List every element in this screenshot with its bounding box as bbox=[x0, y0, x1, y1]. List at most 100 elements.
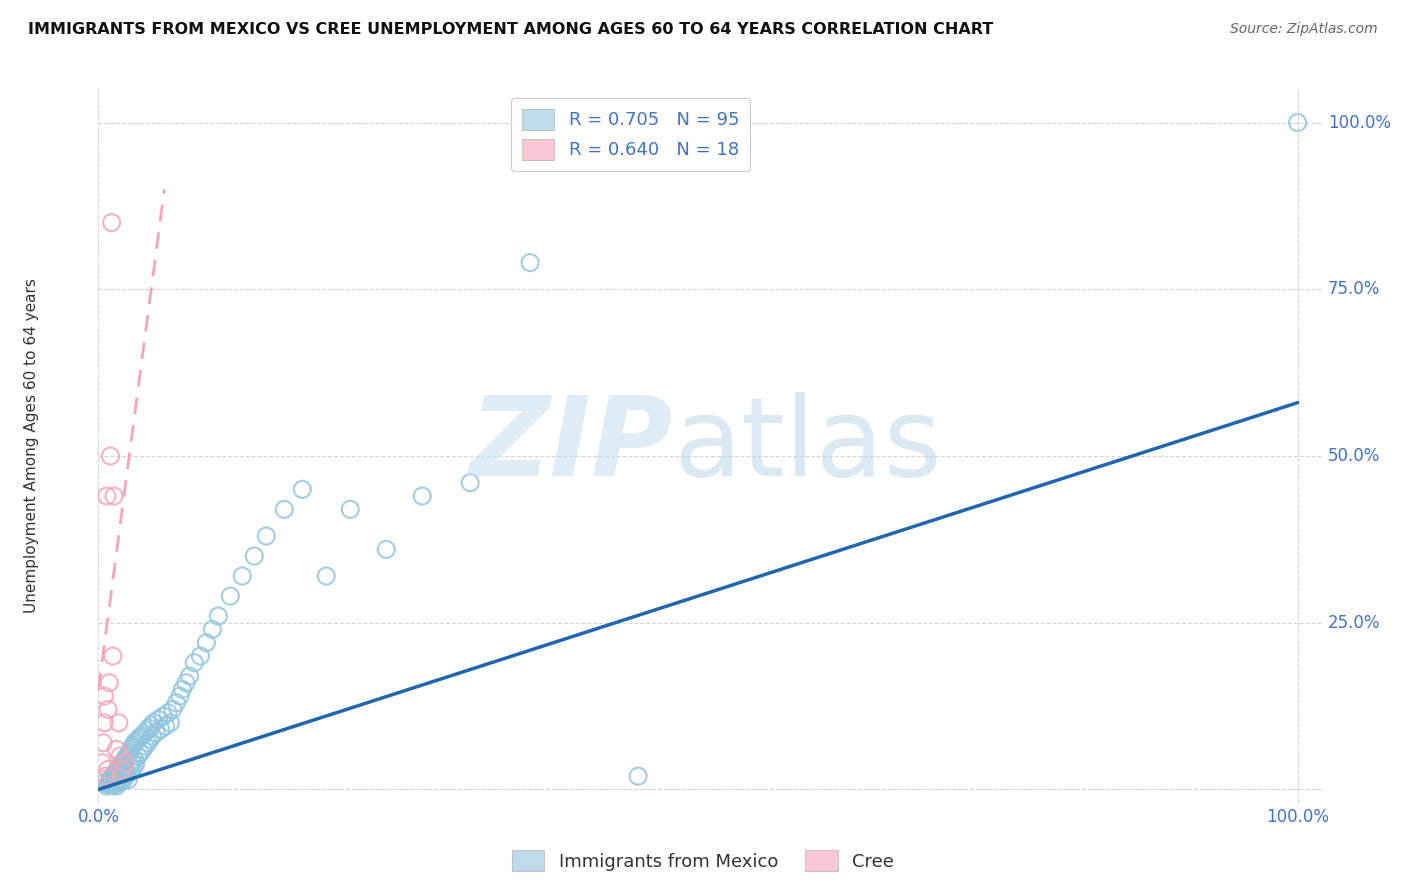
Point bbox=[100, 216, 122, 230]
Point bbox=[254, 529, 277, 543]
Point bbox=[115, 763, 138, 777]
Point bbox=[108, 749, 131, 764]
Point bbox=[188, 649, 212, 664]
Point bbox=[117, 772, 139, 787]
Text: IMMIGRANTS FROM MEXICO VS CREE UNEMPLOYMENT AMONG AGES 60 TO 64 YEARS CORRELATIO: IMMIGRANTS FROM MEXICO VS CREE UNEMPLOYM… bbox=[28, 22, 994, 37]
Legend: Immigrants from Mexico, Cree: Immigrants from Mexico, Cree bbox=[505, 843, 901, 879]
Point bbox=[108, 761, 131, 775]
Point bbox=[111, 763, 134, 777]
Point bbox=[101, 779, 124, 793]
Point bbox=[145, 725, 167, 739]
Point bbox=[108, 776, 131, 790]
Point bbox=[101, 649, 124, 664]
Point bbox=[105, 742, 128, 756]
Point bbox=[291, 483, 314, 497]
Point bbox=[195, 636, 218, 650]
Point bbox=[110, 757, 132, 772]
Point bbox=[105, 779, 128, 793]
Point bbox=[122, 739, 145, 753]
Point bbox=[111, 774, 134, 789]
Point bbox=[339, 502, 361, 516]
Point bbox=[201, 623, 224, 637]
Point bbox=[114, 752, 136, 766]
Point bbox=[97, 763, 120, 777]
Point bbox=[91, 756, 114, 770]
Point bbox=[141, 729, 163, 743]
Point bbox=[139, 732, 162, 747]
Point bbox=[162, 702, 184, 716]
Point bbox=[93, 715, 115, 730]
Point bbox=[148, 713, 170, 727]
Point bbox=[104, 765, 127, 780]
Point bbox=[159, 715, 181, 730]
Point bbox=[100, 776, 122, 790]
Point bbox=[243, 549, 266, 563]
Point bbox=[114, 771, 136, 785]
Point bbox=[179, 669, 201, 683]
Point bbox=[103, 768, 125, 782]
Point bbox=[117, 747, 139, 761]
Point bbox=[96, 779, 118, 793]
Point bbox=[141, 718, 163, 732]
Point bbox=[103, 775, 125, 789]
Point bbox=[458, 475, 481, 490]
Point bbox=[219, 589, 242, 603]
Point bbox=[96, 489, 118, 503]
Point bbox=[122, 761, 145, 775]
Text: Source: ZipAtlas.com: Source: ZipAtlas.com bbox=[1230, 22, 1378, 37]
Point bbox=[114, 756, 136, 770]
Point bbox=[97, 777, 120, 791]
Point bbox=[100, 449, 122, 463]
Point bbox=[112, 755, 135, 769]
Point bbox=[110, 769, 132, 783]
Point bbox=[115, 749, 138, 764]
Point bbox=[97, 702, 120, 716]
Point bbox=[111, 756, 134, 770]
Text: atlas: atlas bbox=[673, 392, 942, 500]
Text: 100.0%: 100.0% bbox=[1327, 113, 1391, 131]
Point bbox=[107, 771, 129, 785]
Point bbox=[115, 768, 138, 782]
Point bbox=[105, 773, 128, 788]
Point bbox=[149, 723, 172, 737]
Point bbox=[101, 769, 124, 783]
Point bbox=[183, 656, 205, 670]
Text: 75.0%: 75.0% bbox=[1327, 280, 1381, 298]
Point bbox=[172, 682, 194, 697]
Point bbox=[121, 756, 143, 770]
Point bbox=[125, 733, 148, 747]
Point bbox=[93, 776, 115, 790]
Legend: R = 0.705   N = 95, R = 0.640   N = 18: R = 0.705 N = 95, R = 0.640 N = 18 bbox=[512, 98, 751, 170]
Point bbox=[121, 740, 143, 755]
Point bbox=[98, 774, 121, 789]
Point bbox=[120, 764, 142, 778]
Text: 100.0%: 100.0% bbox=[1267, 808, 1329, 826]
Point bbox=[118, 745, 141, 759]
Point bbox=[118, 759, 141, 773]
Point bbox=[1286, 115, 1309, 129]
Point bbox=[100, 778, 122, 792]
Text: 25.0%: 25.0% bbox=[1327, 614, 1381, 632]
Point bbox=[120, 742, 142, 756]
Point bbox=[103, 489, 125, 503]
Point bbox=[124, 752, 146, 766]
Point bbox=[112, 765, 135, 780]
Point bbox=[207, 609, 229, 624]
Text: 0.0%: 0.0% bbox=[77, 808, 120, 826]
Point bbox=[136, 736, 159, 750]
Point bbox=[132, 742, 155, 756]
Point bbox=[93, 689, 115, 703]
Point bbox=[129, 746, 152, 760]
Point bbox=[165, 696, 187, 710]
Point bbox=[142, 715, 165, 730]
Point bbox=[315, 569, 337, 583]
Point bbox=[519, 255, 541, 269]
Point bbox=[134, 739, 156, 753]
Point bbox=[135, 723, 157, 738]
Text: 50.0%: 50.0% bbox=[1327, 447, 1381, 465]
Point bbox=[91, 736, 114, 750]
Point bbox=[627, 769, 650, 783]
Point bbox=[131, 729, 153, 743]
Point bbox=[132, 726, 155, 740]
Point bbox=[108, 759, 131, 773]
